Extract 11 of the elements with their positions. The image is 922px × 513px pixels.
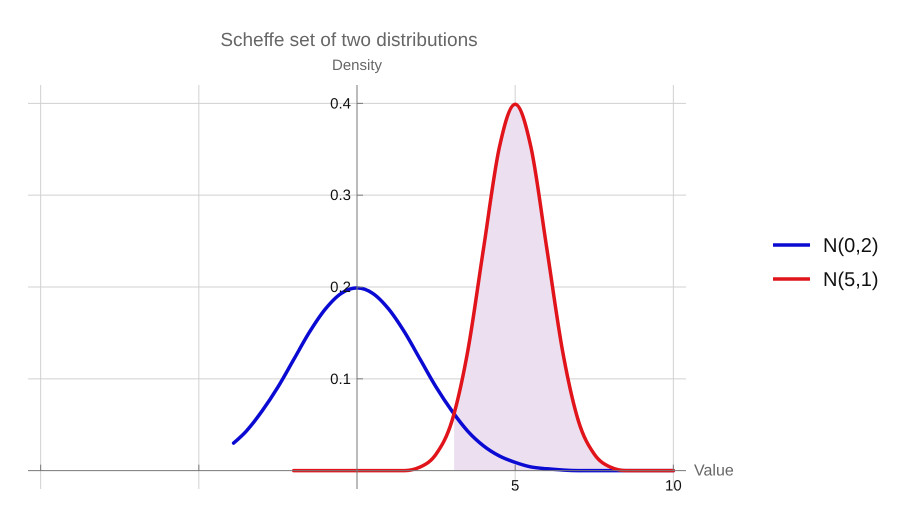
x-tick-label: 5 [511, 478, 520, 495]
y-tick-label: 0.3 [330, 187, 351, 204]
x-tick-label: 10 [665, 478, 682, 495]
y-tick-label: 0.1 [330, 370, 351, 388]
legend-label: N(0,2) [823, 235, 879, 257]
y-tick-label: 0.2 [330, 279, 351, 296]
y-tick-label: 0.4 [330, 95, 351, 112]
x-axis-title: Value [694, 462, 734, 480]
y-axis-title: Density [332, 57, 382, 74]
chart-title: Scheffe set of two distributions [220, 30, 478, 51]
legend-label: N(5,1) [823, 269, 879, 291]
